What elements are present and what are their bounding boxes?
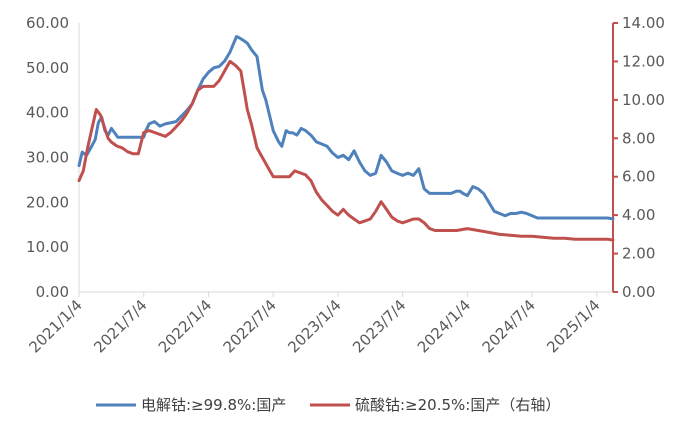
x-tick-label: 2023/7/4	[349, 296, 409, 356]
legend-label: 硫酸钴:≥20.5%:国产（右轴）	[355, 396, 560, 414]
right-y-tick-label: 4.00	[622, 206, 655, 224]
right-y-tick-label: 8.00	[622, 129, 655, 147]
legend: 电解钴:≥99.8%:国产 硫酸钴:≥20.5%:国产（右轴）	[96, 396, 560, 414]
left-y-tick-label: 40.00	[26, 104, 69, 122]
tick-labels: 0.00 10.00 20.00 30.00 40.00 50.00 60.00 0.00 2.…	[25, 14, 664, 356]
x-tick-label: 2024/7/4	[479, 296, 539, 356]
right-y-tick-label: 10.00	[622, 91, 665, 109]
left-y-tick-label: 10.00	[26, 238, 69, 256]
x-tick-label: 2023/1/4	[284, 296, 344, 356]
chart-axes	[78, 22, 618, 297]
x-tick-label: 2021/1/4	[25, 296, 85, 356]
right-y-tick-label: 0.00	[622, 283, 655, 301]
left-y-tick-label: 0.00	[36, 283, 69, 301]
x-tick-label: 2025/1/4	[543, 296, 603, 356]
x-tick-label: 2024/1/4	[414, 296, 474, 356]
series-line-cobalt-sulfate	[77, 59, 615, 242]
x-tick-label: 2022/7/4	[220, 296, 280, 356]
right-y-tick-label: 12.00	[622, 52, 665, 70]
series-layer	[77, 35, 615, 242]
left-y-tick-label: 30.00	[26, 149, 69, 167]
left-y-tick-label: 50.00	[26, 59, 69, 77]
right-y-tick-label: 2.00	[622, 245, 655, 263]
series-line-cobalt-metal	[77, 35, 615, 221]
legend-item-cobalt-sulfate: 硫酸钴:≥20.5%:国产（右轴）	[310, 396, 560, 414]
x-tick-label: 2022/1/4	[155, 296, 215, 356]
legend-label: 电解钴:≥99.8%:国产	[141, 396, 286, 414]
legend-item-cobalt-metal: 电解钴:≥99.8%:国产	[96, 396, 286, 414]
x-tick-label: 2021/7/4	[90, 296, 150, 356]
right-y-tick-label: 6.00	[622, 168, 655, 186]
left-y-tick-label: 20.00	[26, 193, 69, 211]
right-y-tick-label: 14.00	[622, 14, 665, 32]
left-y-tick-label: 60.00	[26, 14, 69, 32]
